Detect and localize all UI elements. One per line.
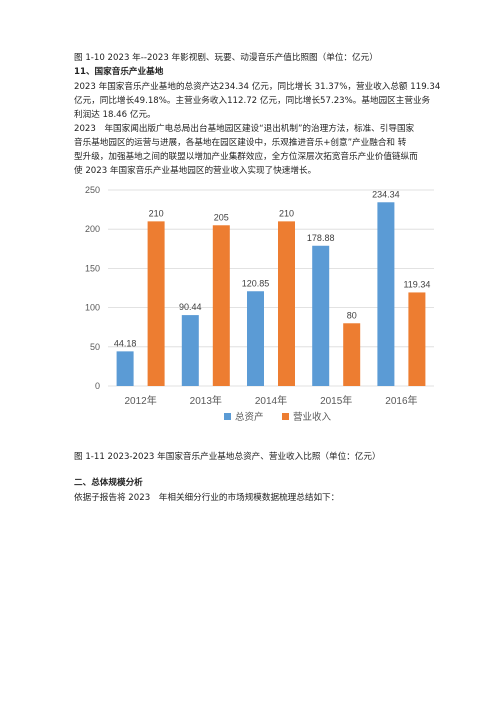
legend-label: 总资产	[235, 411, 264, 423]
paragraph-2-line-2: 音乐基地园区的运营与进展，各基地在园区建设中，乐观推进音乐+创意”产业融合和 转	[74, 138, 407, 148]
paragraph-2-line-3: 型升级，加强基地之间的联盟以增加产业集群效应，全方位深层次拓宽音乐产业价值链纵而	[74, 152, 418, 162]
paragraph-2-line-1: 2023 年国家闻出版广电总局出台基地园区建设“退出机制”的治理方法，标准、引导…	[74, 124, 415, 134]
data-label: 178.88	[307, 233, 335, 243]
data-label: 210	[279, 208, 294, 218]
y-tick-label: 250	[85, 185, 100, 195]
bar-total-assets	[116, 351, 134, 386]
bar-revenue	[278, 221, 295, 386]
bar-chart-music-base: 0 50 100 150 200 250 44.18 210 2012年 90.44 205 2013…	[85, 185, 434, 423]
x-tick-label: 2014年	[255, 394, 287, 407]
paragraph-1-line-2: 亿元，同比增长49.18%。主营业务收入112.72 亿元，同比增长57.23%…	[74, 96, 431, 106]
legend-swatch	[224, 413, 231, 420]
paragraph-2-line-4: 使 2023 年国家音乐产业基地园区的营业收入实现了快速增长。	[74, 166, 317, 176]
data-label: 80	[347, 310, 357, 320]
bar-revenue	[147, 221, 165, 386]
y-tick-label: 100	[85, 303, 100, 313]
bar-revenue	[343, 323, 361, 386]
paragraph-1-line-3: 利润达 18.46 亿元。	[74, 110, 156, 120]
data-label: 234.34	[372, 189, 400, 199]
bar-total-assets	[181, 315, 199, 386]
y-tick-label: 150	[85, 263, 100, 273]
data-label: 119.34	[403, 279, 430, 289]
x-tick-label: 2016年	[385, 394, 417, 407]
y-tick-label: 50	[90, 342, 100, 352]
data-label: 44.18	[114, 338, 137, 348]
section-heading-music-base: 11、国家音乐产业基地	[74, 67, 164, 77]
y-tick-label: 200	[85, 224, 100, 234]
legend-swatch	[282, 413, 289, 420]
y-tick-label: 0	[95, 381, 100, 391]
section-heading-overall-scale: 二、总体规模分析	[74, 478, 143, 488]
figure-caption-1-10: 图 1-10 2023 年--2023 年影视剧、玩要、动漫音乐产值比照图（单位…	[74, 53, 378, 63]
x-tick-label: 2015年	[320, 394, 352, 407]
legend-label: 营业收入	[293, 411, 332, 423]
data-label: 120.85	[242, 278, 270, 288]
x-tick-label: 2013年	[190, 394, 222, 407]
bar-total-assets	[312, 245, 330, 386]
bar-total-assets	[247, 291, 264, 386]
figure-caption-1-11: 图 1-11 2023-2023 年国家音乐产业基地总资产、营业收入比照（单位：…	[74, 452, 381, 462]
data-label: 205	[214, 212, 229, 222]
paragraph-1-line-1: 2023 年国家音乐产业基地的总资产达234.34 亿元，同比增长 31.37%…	[74, 82, 441, 92]
paragraph-3: 依据子报告将 2023 年相关细分行业的市场规模数据梳理总结如下：	[74, 493, 340, 503]
x-tick-label: 2012年	[124, 394, 156, 407]
bar-total-assets	[377, 202, 395, 386]
data-label: 210	[149, 208, 164, 218]
bar-revenue	[408, 292, 426, 386]
data-label: 90.44	[179, 302, 202, 312]
bar-revenue	[212, 225, 230, 386]
